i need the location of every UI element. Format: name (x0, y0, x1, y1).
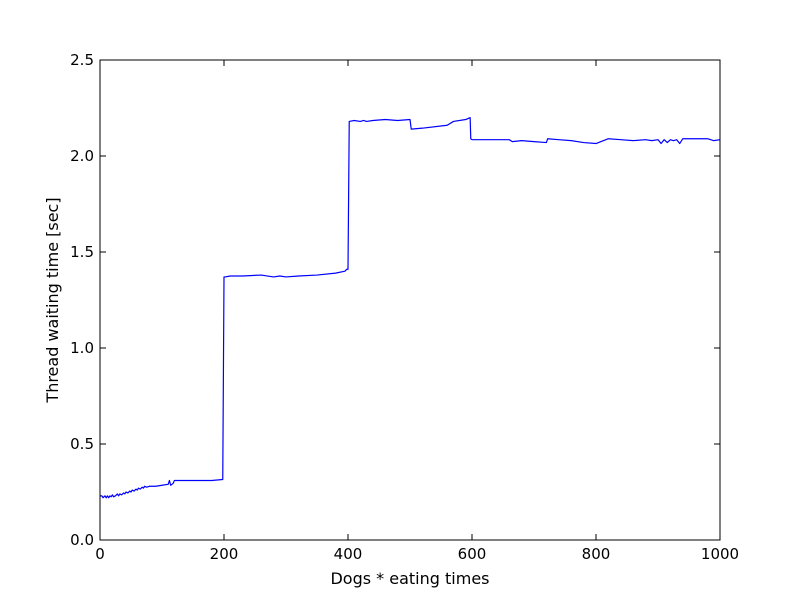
y-tick-label: 2.5 (70, 51, 94, 69)
x-tick-label: 400 (334, 545, 363, 563)
series-line (100, 116, 721, 499)
x-tick-label: 1000 (701, 545, 739, 563)
y-tick-label: 1.5 (70, 243, 94, 261)
y-tick-label: 2.0 (70, 147, 94, 165)
tick-labels: 0 200 400 600 800 1000 0.0 0.5 1.0 1.5 2.0 2.5 (70, 51, 739, 563)
plot-frame (99, 59, 721, 541)
x-tick-label: 800 (582, 545, 611, 563)
y-tick-label: 0.0 (70, 531, 94, 549)
y-axis-label: Thread waiting time [sec] (43, 197, 62, 403)
y-tick-label: 1.0 (70, 339, 94, 357)
x-tick-label: 0 (95, 545, 105, 563)
plot-area (100, 60, 720, 540)
y-tick-label: 0.5 (70, 435, 94, 453)
series-group (100, 116, 721, 499)
x-tick-label: 200 (210, 545, 239, 563)
x-axis-label: Dogs * eating times (330, 569, 489, 588)
x-tick-label: 600 (458, 545, 487, 563)
